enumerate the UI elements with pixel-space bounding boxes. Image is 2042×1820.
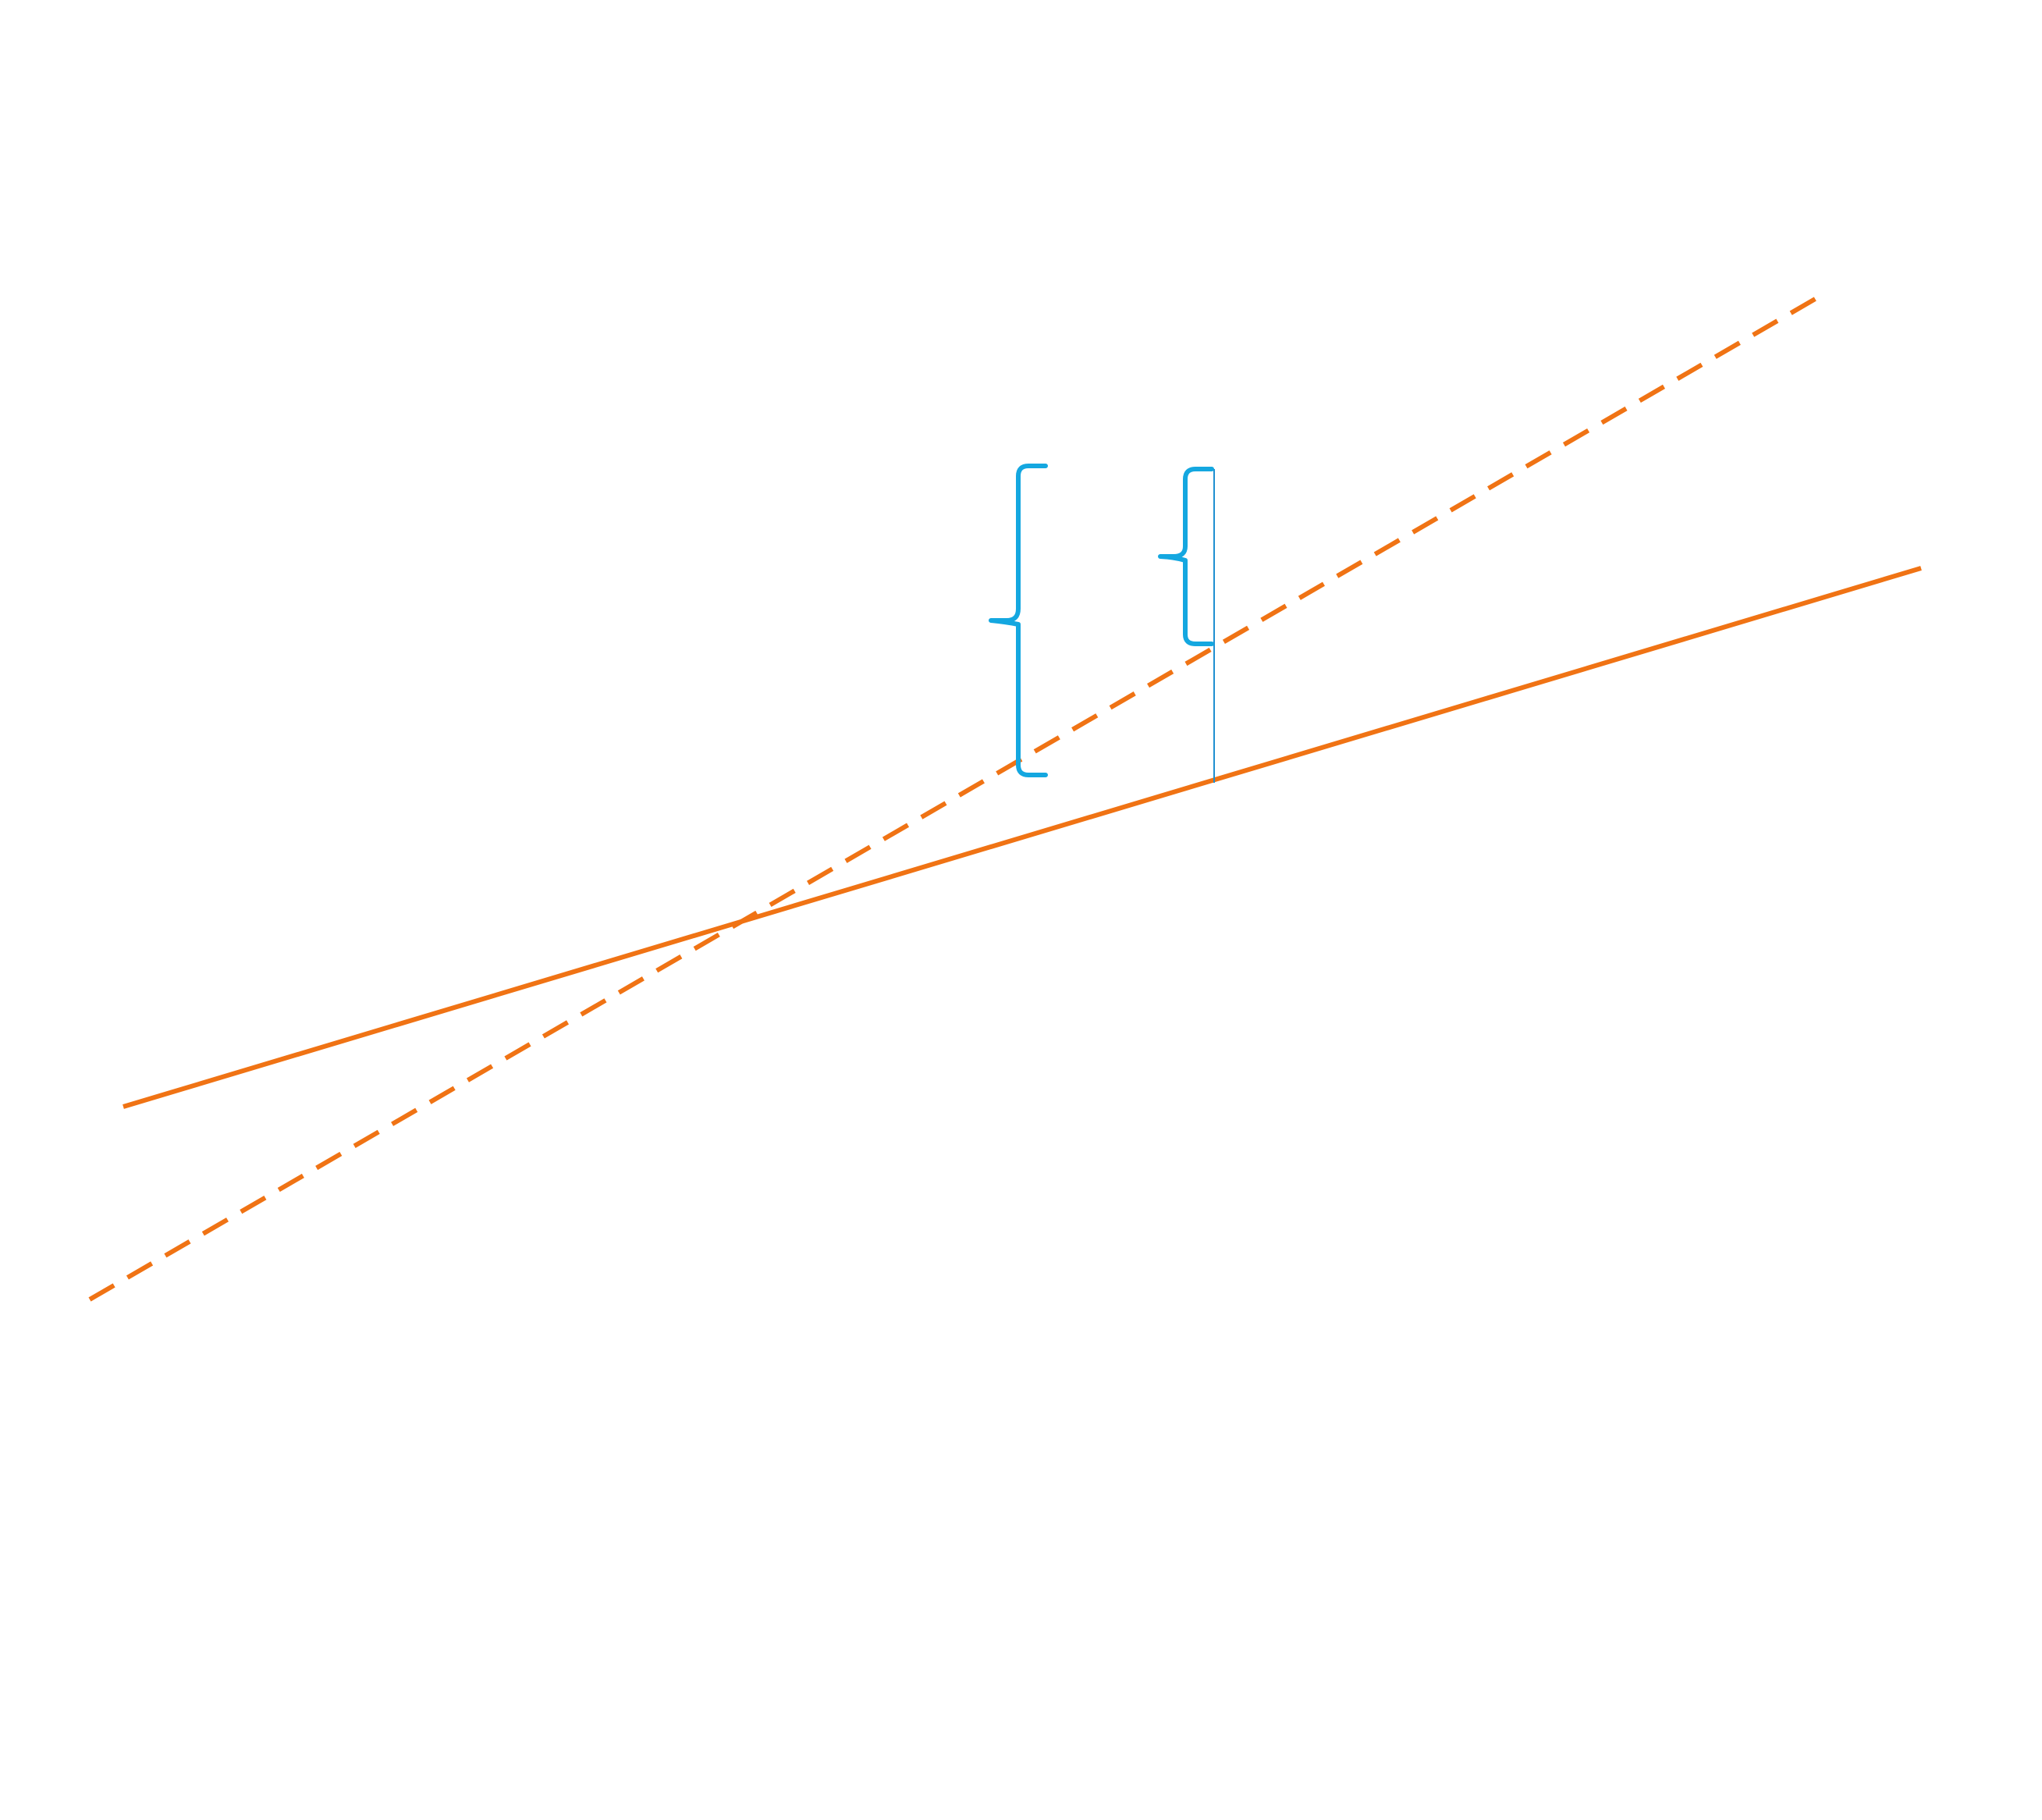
diagram-canvas xyxy=(0,0,2042,1820)
diagram-svg xyxy=(0,0,2042,1820)
background xyxy=(0,0,2042,1820)
